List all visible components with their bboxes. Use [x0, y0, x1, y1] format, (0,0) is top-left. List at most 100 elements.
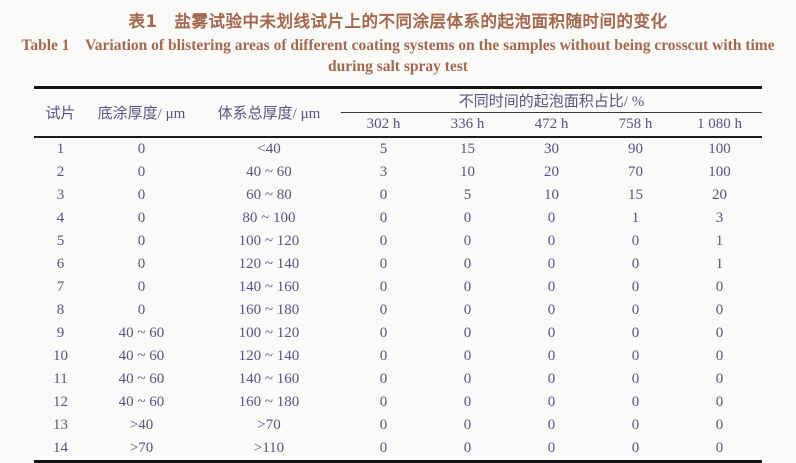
table-cell: >70	[257, 416, 281, 433]
table-cell: 1	[631, 209, 640, 226]
table-cell: 10	[459, 163, 475, 180]
table-header: 试片 底涂厚度/ μm 体系总厚度/ μm 不同时间的起泡面积占比/ % 302…	[34, 87, 762, 138]
table-cell: 0	[463, 278, 472, 295]
blistering-data-table: 试片 底涂厚度/ μm 体系总厚度/ μm 不同时间的起泡面积占比/ % 302…	[34, 85, 762, 463]
table-cell: 30	[543, 140, 559, 157]
table-cell: 0	[547, 416, 556, 433]
table-row: 12 40 ~ 60 160 ~ 180 0 0 0 0 0	[34, 391, 761, 414]
table-cell: 6	[56, 255, 65, 272]
table-row: 1 0 <40 5 15 30 90 100	[34, 137, 761, 161]
table-cell: 100 ~ 120	[238, 324, 300, 341]
table-cell: 100	[708, 163, 731, 180]
table-cell: 0	[379, 347, 388, 364]
table-cell: 0	[463, 393, 472, 410]
table-cell: 0	[379, 370, 388, 387]
table-cell: 0	[631, 278, 640, 295]
table-cell: <40	[257, 140, 281, 157]
table-cell: 0	[463, 232, 472, 249]
table-cell: 0	[715, 324, 724, 341]
table-cell: 14	[52, 439, 68, 456]
table-row: 10 40 ~ 60 120 ~ 140 0 0 0 0 0	[34, 345, 761, 368]
table-cell: 0	[631, 439, 640, 456]
table-row: 3 0 60 ~ 80 0 5 10 15 20	[34, 184, 761, 207]
table-cell: 0	[547, 278, 556, 295]
col-header-time-302h: 302 h	[341, 112, 426, 138]
table-cell: 160 ~ 180	[238, 393, 300, 410]
table-cell: 0	[547, 347, 556, 364]
table-cell: 0	[715, 301, 724, 318]
col-header-time-1080h: 1 080 h	[677, 112, 762, 138]
table-cell: 40 ~ 60	[118, 370, 165, 387]
table-cell: 0	[463, 324, 472, 341]
table-cell: 3	[56, 186, 65, 203]
table-cell: 0	[631, 347, 640, 364]
table-cell: 0	[379, 301, 388, 318]
table-cell: 0	[631, 416, 640, 433]
table-cell: 0	[379, 416, 388, 433]
table-header-row-2: 302 h 336 h 472 h 758 h 1 080 h	[34, 112, 762, 138]
table-cell: 10	[52, 347, 68, 364]
table-cell: 120 ~ 140	[238, 255, 300, 272]
table-cell: 0	[631, 255, 640, 272]
table-cell: 0	[463, 416, 472, 433]
table-cell: 0	[715, 416, 724, 433]
table-cell: 10	[543, 186, 559, 203]
table-cell: 0	[463, 439, 472, 456]
table-cell: 140 ~ 160	[238, 370, 300, 387]
table-cell: 40 ~ 60	[246, 163, 292, 180]
table-cell: 0	[137, 232, 146, 249]
table-cell: 70	[627, 163, 643, 180]
table-cell: 0	[715, 347, 724, 364]
table-cell: 40 ~ 60	[118, 324, 165, 341]
table-cell: 0	[631, 393, 640, 410]
table-cell: 90	[627, 140, 643, 157]
table-cell: 5	[56, 232, 65, 249]
col-header-primer-thickness: 底涂厚度/ μm	[86, 87, 197, 138]
table-cell: 0	[379, 209, 388, 226]
table-cell: 4	[56, 209, 65, 226]
table-cell: 120 ~ 140	[238, 347, 300, 364]
table-cell: 15	[627, 186, 643, 203]
col-header-blistering-span: 不同时间的起泡面积占比/ %	[341, 87, 762, 113]
table-cell: 9	[56, 324, 65, 341]
table-cell: 0	[463, 301, 472, 318]
table-cell: 0	[547, 232, 556, 249]
table-cell: 140 ~ 160	[238, 278, 300, 295]
table-header-row-1: 试片 底涂厚度/ μm 体系总厚度/ μm 不同时间的起泡面积占比/ %	[34, 87, 762, 138]
table-cell: 0	[379, 186, 388, 203]
table-cell: 13	[52, 416, 68, 433]
table-row: 8 0 160 ~ 180 0 0 0 0 0	[34, 299, 761, 322]
table-cell: 0	[631, 324, 640, 341]
table-cell: 0	[547, 393, 556, 410]
table-cell: 0	[547, 301, 556, 318]
table-title-zh: 表1 盐雾试验中未划线试片上的不同涂层体系的起泡面积随时间的变化	[128, 12, 668, 31]
table-cell: 2	[56, 163, 65, 180]
table-cell: 0	[379, 232, 388, 249]
table-cell: 8	[56, 301, 65, 318]
table-cell: 0	[137, 140, 146, 157]
table-cell: 0	[463, 370, 472, 387]
table-cell: 0	[547, 324, 556, 341]
table-cell: 11	[53, 370, 68, 387]
table-cell: 1	[715, 232, 724, 249]
table-cell: 40 ~ 60	[118, 393, 165, 410]
table-cell: 0	[715, 439, 724, 456]
table-row: 6 0 120 ~ 140 0 0 0 0 1	[34, 253, 761, 276]
table-cell: 0	[631, 370, 640, 387]
table-cell: 0	[715, 393, 724, 410]
table-cell: 100	[708, 140, 731, 157]
table-cell: 3	[379, 163, 388, 180]
table-cell: 0	[631, 232, 640, 249]
table-cell: 5	[379, 140, 388, 157]
table-row: 7 0 140 ~ 160 0 0 0 0 0	[34, 276, 761, 299]
col-header-time-336h: 336 h	[425, 112, 510, 138]
table-cell: 160 ~ 180	[238, 301, 300, 318]
table-cell: 0	[137, 163, 146, 180]
table-cell: 0	[137, 186, 146, 203]
table-cell: 3	[715, 209, 724, 226]
table-cell: 20	[712, 186, 727, 203]
table-row: 11 40 ~ 60 140 ~ 160 0 0 0 0 0	[34, 368, 761, 391]
table-cell: 80 ~ 100	[242, 209, 296, 226]
table-row: 14 >70 >110 0 0 0 0 0	[34, 437, 761, 462]
